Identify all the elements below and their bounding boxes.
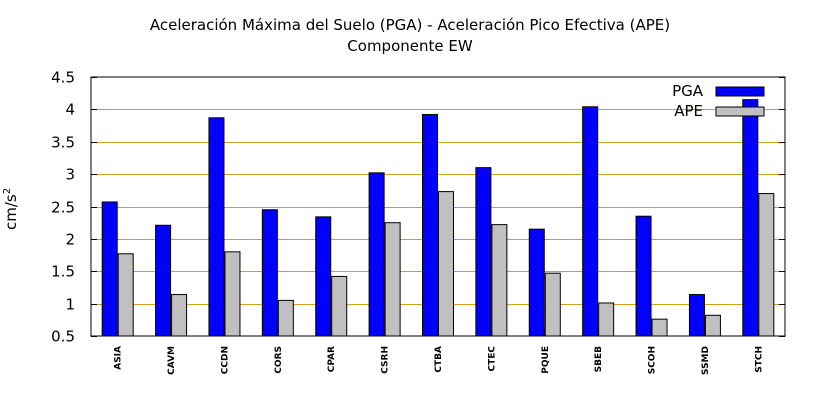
- chart-title: Aceleración Máxima del Suelo (PGA) - Ace…: [149, 16, 671, 34]
- x-tick-label: SBEB: [594, 346, 604, 372]
- x-axis-ticks: ASIA CAVM CCDN CORS CPAR CSRH CTBA CTEC PQUE SBEB…: [114, 330, 764, 375]
- bar-ape-sbeb: [598, 302, 615, 337]
- bar-ape-ctec: [491, 224, 508, 337]
- bar-ape-cavm: [171, 294, 188, 337]
- bar-ape-asia: [117, 253, 134, 337]
- y-tick-label: 3: [65, 166, 75, 184]
- y-tick-label: 4: [65, 101, 75, 119]
- x-tick-label: CTEC: [487, 346, 497, 372]
- bar-pga-cpar: [315, 216, 332, 337]
- x-tick-label: CTBA: [434, 346, 444, 373]
- bar-ape-pque: [544, 272, 561, 337]
- chart-subtitle: Componente EW: [347, 37, 473, 55]
- legend-label: APE: [674, 102, 703, 120]
- bar-ape-cors: [277, 299, 294, 337]
- x-tick-label: CORS: [274, 346, 284, 374]
- bar-pga-ssmd: [688, 294, 705, 337]
- bar-ape-ssmd: [704, 314, 721, 337]
- x-tick-label: CPAR: [327, 346, 337, 372]
- bar-ape-csrh: [384, 222, 401, 337]
- legend: PGA APE: [672, 82, 765, 120]
- y-axis-ticks: 0.5 1 1.5 2 2.5 3 3.5 4 4.5: [51, 69, 785, 346]
- legend-swatch: [715, 86, 765, 97]
- bar-ape-stch: [758, 193, 775, 337]
- y-tick-label: 4.5: [51, 69, 75, 87]
- y-tick-label: 3.5: [51, 134, 75, 152]
- bar-pga-sbeb: [582, 106, 599, 337]
- y-tick-label: 0.5: [51, 328, 75, 346]
- x-tick-label: CSRH: [381, 346, 391, 374]
- bar-ape-cpar: [331, 275, 348, 337]
- x-tick-label: CAVM: [167, 346, 177, 375]
- y-tick-label: 2: [65, 231, 75, 249]
- x-tick-label: ASIA: [114, 346, 124, 370]
- legend-swatch: [715, 106, 765, 117]
- bar-pga-csrh: [368, 172, 385, 337]
- bars: [101, 99, 775, 337]
- bar-ape-scoh: [651, 318, 668, 337]
- x-tick-label: STCH: [754, 346, 764, 373]
- legend-label: PGA: [672, 82, 704, 100]
- x-tick-label: SSMD: [701, 346, 711, 375]
- bar-pga-ctba: [422, 114, 438, 337]
- bar-pga-stch: [742, 99, 759, 337]
- bar-pga-ccdn: [208, 117, 225, 337]
- x-tick-label: PQUE: [541, 346, 551, 374]
- bar-pga-ctec: [475, 167, 492, 337]
- bar-pga-asia: [101, 201, 118, 337]
- x-tick-label: SCOH: [648, 346, 658, 374]
- y-tick-label: 2.5: [51, 199, 75, 217]
- bar-pga-scoh: [635, 215, 652, 337]
- bar-pga-pque: [528, 228, 545, 337]
- x-tick-label: CCDN: [220, 346, 230, 374]
- bar-ape-ccdn: [224, 251, 241, 337]
- y-tick-label: 1: [65, 296, 75, 314]
- bar-pga-cors: [261, 209, 278, 337]
- bar-ape-ctba: [438, 191, 454, 337]
- y-tick-label: 1.5: [51, 263, 75, 281]
- bar-pga-cavm: [155, 224, 172, 337]
